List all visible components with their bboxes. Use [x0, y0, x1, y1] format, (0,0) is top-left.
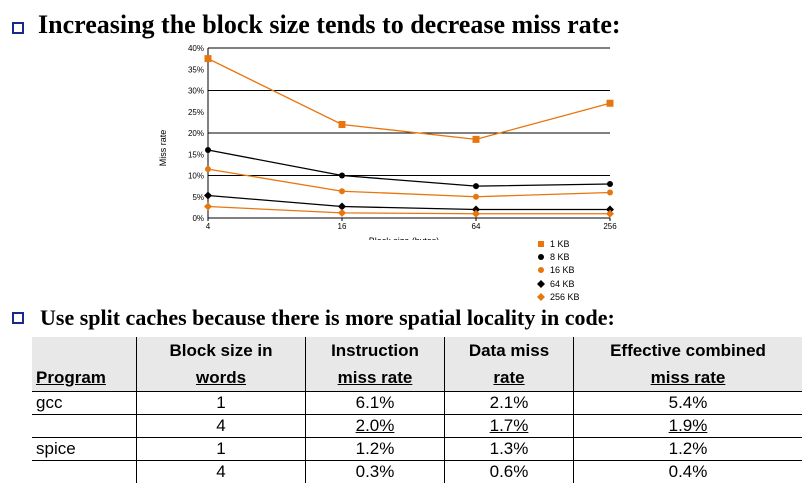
data-point — [472, 209, 480, 218]
data-point — [205, 147, 211, 153]
cell-program: spice — [32, 437, 137, 461]
cell-instruction-miss: 6.1% — [305, 391, 445, 415]
series-line — [207, 149, 611, 187]
y-tick-label: 30% — [188, 87, 204, 96]
cell-block-size: 4 — [136, 414, 306, 438]
bullet-icon — [12, 312, 24, 324]
legend-label: 8 KB — [550, 252, 570, 263]
header-instruction-miss-rate: Instruction miss rate — [305, 337, 445, 392]
table-row: 4 2.0% 1.7% 1.9% — [32, 414, 802, 438]
legend-marker-icon — [536, 265, 546, 275]
cell-effective-miss: 0.4% — [573, 460, 802, 483]
data-point — [339, 188, 345, 195]
y-tick-label: 20% — [188, 129, 204, 138]
data-point — [339, 172, 345, 179]
legend-marker-icon — [536, 252, 546, 262]
data-point — [607, 189, 613, 196]
header-effective-miss-rate: Effective combined miss rate — [573, 337, 802, 392]
miss-rate-chart: 0% 5% 10% 15% 20% 25% 30% 35% 40% 4 16 64 256 Block s… — [158, 44, 617, 240]
legend-marker-icon — [536, 239, 546, 249]
legend-marker-icon — [536, 279, 546, 289]
cell-data-miss: 0.6% — [444, 460, 574, 483]
data-point — [472, 135, 480, 143]
data-point — [338, 202, 346, 211]
data-point — [473, 193, 479, 200]
legend-item: 256 KB — [536, 291, 580, 304]
legend-label: 16 KB — [550, 265, 575, 276]
data-point — [204, 191, 212, 200]
series-line — [207, 194, 610, 211]
cell-instruction-miss: 0.3% — [305, 460, 445, 483]
series-line — [207, 168, 611, 198]
legend-item: 16 KB — [536, 264, 580, 277]
y-tick-label: 40% — [188, 44, 204, 53]
miss-rate-table: Program Block size in words Instruction mi… — [32, 337, 802, 483]
y-axis-label: Miss rate — [158, 130, 168, 167]
heading-split-caches: Use split caches because there is more s… — [40, 305, 615, 330]
cell-block-size: 4 — [136, 460, 306, 483]
header-block-size: Block size in words — [136, 337, 306, 392]
data-point — [338, 121, 346, 128]
x-tick-label: 256 — [603, 222, 617, 231]
x-axis-label: Block size (bytes) — [369, 236, 440, 240]
data-point — [338, 208, 346, 217]
cell-instruction-miss: 1.2% — [305, 437, 445, 461]
table-row: spice 1 1.2% 1.3% 1.2% — [32, 437, 802, 461]
series-line — [207, 58, 611, 141]
y-tick-label: 5% — [192, 193, 204, 202]
data-point — [606, 209, 614, 218]
cell-data-miss: 1.7% — [444, 414, 574, 438]
table-row: gcc 1 6.1% 2.1% 5.4% — [32, 391, 802, 415]
y-tick-label: 35% — [188, 65, 204, 74]
cell-block-size: 1 — [136, 391, 306, 415]
chart-legend: 1 KB 8 KB 16 KB 64 KB 256 KB — [536, 237, 580, 304]
table-row: 4 0.3% 0.6% 0.4% — [32, 460, 802, 483]
x-tick-label: 64 — [472, 222, 481, 231]
cell-effective-miss: 1.2% — [573, 437, 802, 461]
heading-block-size: Increasing the block size tends to decre… — [38, 10, 621, 39]
x-tick-label: 4 — [206, 222, 211, 231]
legend-marker-icon — [536, 292, 546, 302]
y-tick-label: 15% — [188, 150, 204, 159]
cell-effective-miss: 1.9% — [573, 414, 802, 438]
legend-label: 256 KB — [550, 292, 580, 303]
legend-item: 8 KB — [536, 250, 580, 263]
cell-effective-miss: 5.4% — [573, 391, 802, 415]
y-tick-label: 0% — [192, 214, 204, 223]
y-tick-label: 25% — [188, 108, 204, 117]
data-point — [204, 202, 212, 211]
legend-item: 1 KB — [536, 237, 580, 250]
bullet-icon — [12, 22, 24, 34]
data-point — [606, 99, 614, 107]
data-point — [607, 181, 613, 187]
data-point — [204, 55, 212, 63]
legend-label: 64 KB — [550, 278, 575, 289]
x-tick-label: 16 — [338, 222, 347, 231]
y-tick-label: 10% — [188, 172, 204, 181]
cell-program — [32, 414, 137, 438]
data-point — [205, 166, 211, 173]
cell-instruction-miss: 2.0% — [305, 414, 445, 438]
cell-data-miss: 2.1% — [444, 391, 574, 415]
legend-label: 1 KB — [550, 238, 570, 249]
header-program: Program — [36, 368, 106, 387]
table-header-row: Program Block size in words Instruction mi… — [32, 337, 802, 392]
data-point — [473, 183, 479, 190]
data-point — [606, 205, 614, 214]
header-data-miss-rate: Data miss rate — [444, 337, 574, 392]
cell-program — [32, 460, 137, 483]
cell-data-miss: 1.3% — [444, 437, 574, 461]
data-point — [472, 205, 480, 214]
legend-item: 64 KB — [536, 277, 580, 290]
cell-program: gcc — [32, 391, 137, 415]
cell-block-size: 1 — [136, 437, 306, 461]
series-line — [207, 205, 610, 215]
